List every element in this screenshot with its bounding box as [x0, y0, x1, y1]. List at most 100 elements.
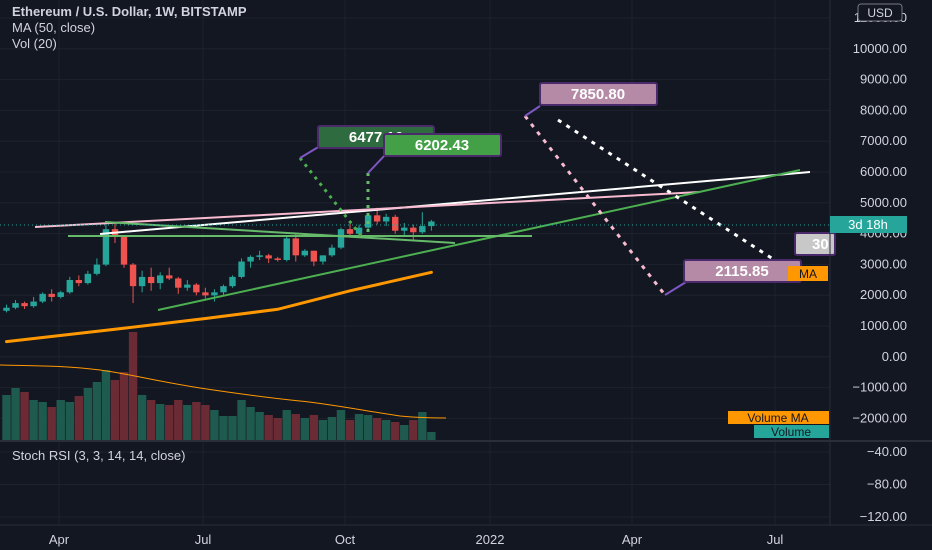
volume-bar	[409, 420, 418, 440]
volume-indicator-label[interactable]: Vol (20)	[12, 36, 57, 51]
volume-bar	[11, 388, 20, 440]
candle-body	[310, 250, 318, 262]
volume-bar	[228, 416, 237, 440]
volume-bar	[165, 405, 174, 440]
volume-bar	[92, 382, 102, 440]
candle-body	[102, 229, 110, 265]
price-tick-label: 2000.00	[860, 287, 907, 302]
candle-body	[30, 301, 37, 307]
volume-ma-line	[0, 364, 447, 419]
moving-average-line	[5, 270, 433, 344]
callout-cut-box[interactable]	[794, 232, 836, 256]
candle-body	[229, 276, 236, 287]
stoch-rsi-label[interactable]: Stoch RSI (3, 3, 14, 14, close)	[12, 448, 186, 463]
candle-body	[184, 284, 191, 288]
candle-body	[48, 293, 55, 297]
volume-bar	[137, 395, 147, 440]
price-tick-label: 6000.00	[860, 164, 907, 179]
callout-leader-alt	[367, 154, 386, 174]
candle-body	[283, 238, 290, 260]
candle-body	[220, 286, 227, 293]
ma-indicator-label[interactable]: MA (50, close)	[12, 20, 96, 35]
volume-bar	[2, 395, 11, 440]
ma-tag	[788, 266, 828, 281]
volume-bar	[56, 400, 65, 440]
stoch-tick-label: −80.00	[867, 477, 907, 492]
volume-bar	[146, 400, 156, 440]
candle-body	[346, 229, 354, 234]
volume-bar	[65, 402, 74, 440]
candle-body	[419, 226, 426, 233]
volume-bar	[327, 417, 337, 440]
volume-bar	[183, 405, 192, 440]
volume-bar	[318, 420, 328, 440]
candle-body	[39, 293, 46, 302]
candle-body	[120, 236, 128, 265]
candle-body	[428, 221, 435, 227]
price-axis[interactable]: 11000.0010000.009000.008000.007000.00600…	[852, 10, 907, 425]
volume-bar	[418, 412, 427, 440]
volume-bar	[363, 415, 373, 440]
price-callouts[interactable]: 7850.80 6477.16 6202.43 2115.85 30	[317, 82, 836, 283]
volume-bar	[291, 414, 300, 440]
callout-leader-low	[664, 281, 687, 296]
pink-projection-dotted	[523, 115, 667, 296]
volume-bar	[345, 420, 355, 440]
volume-bar	[300, 418, 310, 440]
candle-body	[355, 227, 363, 234]
volume-tag-label: Volume	[771, 425, 811, 439]
candle-body	[66, 280, 73, 293]
volume-bar	[354, 414, 364, 440]
volume-bar	[400, 425, 409, 440]
candle-body	[319, 255, 327, 262]
volume-bar	[237, 400, 246, 440]
white-projection-dotted	[557, 118, 791, 272]
candle-body	[211, 292, 218, 296]
currency-badge-label: USD	[867, 6, 893, 20]
candle-body	[238, 261, 245, 277]
callout-alt-label: 6202.43	[415, 137, 469, 154]
candle-body	[93, 264, 101, 274]
callout-high-box[interactable]	[539, 82, 658, 106]
candle-body	[84, 273, 92, 284]
time-tick-label: Jul	[195, 532, 212, 547]
callout-high-label: 7850.80	[571, 86, 625, 103]
price-tick-label: 7000.00	[860, 133, 907, 148]
green-projection-dotted	[298, 157, 364, 238]
time-tick-label: Jul	[767, 532, 784, 547]
callout-alt-box[interactable]	[383, 133, 502, 157]
candle-body	[138, 276, 146, 287]
candle-body	[301, 250, 309, 256]
candle-body	[12, 303, 19, 308]
current-time-label: 3d 18h	[848, 217, 888, 232]
currency-badge[interactable]	[857, 3, 903, 22]
time-tick-label: Apr	[622, 532, 643, 547]
candle-body	[401, 227, 408, 231]
candle-body	[129, 264, 137, 287]
candle-body	[337, 229, 345, 248]
stoch-tick-label: −40.00	[867, 444, 907, 459]
price-tick-label: 8000.00	[860, 102, 907, 117]
volume-bar	[264, 415, 273, 440]
candle-body	[265, 255, 272, 259]
price-tick-label: 5000.00	[860, 195, 907, 210]
time-axis[interactable]: Apr Jul Oct 2022 Apr Jul	[49, 532, 784, 547]
volume-bar	[427, 432, 436, 440]
price-tick-label: 0.00	[882, 349, 907, 364]
volume-bar	[391, 422, 400, 440]
volume-bar	[282, 410, 291, 440]
volume-bar	[29, 400, 38, 440]
volume-bar	[381, 420, 391, 440]
candle-body	[166, 275, 173, 279]
callout-leader-high	[524, 105, 541, 117]
stoch-tick-label: −120.00	[860, 509, 907, 524]
price-tick-label: 9000.00	[860, 72, 907, 87]
volume-tag	[754, 425, 829, 438]
volume-bar	[246, 407, 255, 440]
volume-bar	[74, 396, 84, 440]
chart-title: Ethereum / U.S. Dollar, 1W, BITSTAMP	[12, 4, 247, 19]
candle-body	[175, 278, 182, 288]
candlestick-series	[3, 207, 435, 313]
volume-bar	[372, 418, 382, 440]
